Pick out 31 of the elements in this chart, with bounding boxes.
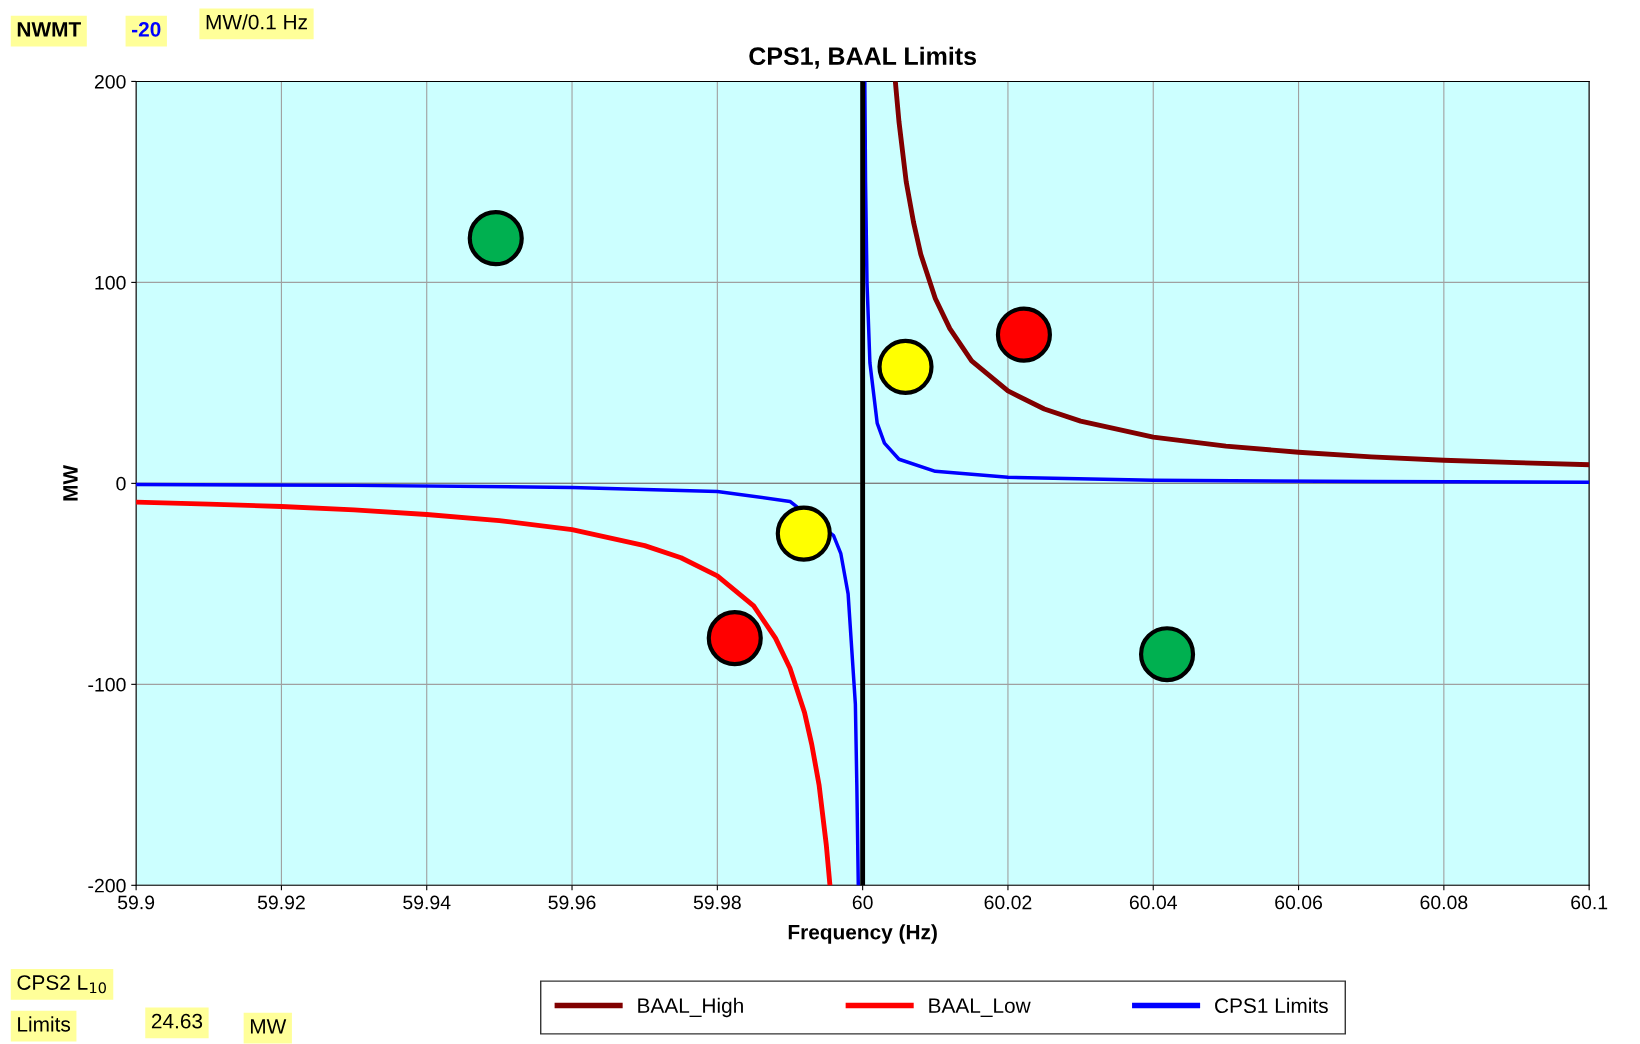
text: 24.63	[151, 1013, 203, 1029]
legend-label: CPS1 Limits	[1215, 997, 1328, 1014]
text: Limits	[18, 1016, 71, 1032]
x-tick-label: 59.94	[403, 895, 451, 910]
x-axis-title: Frequency (Hz)	[788, 924, 937, 944]
chart-title: CPS1, BAAL Limits	[749, 46, 976, 69]
text: MW	[250, 1019, 287, 1034]
x-tick-label: 59.9	[117, 895, 155, 910]
y-tick-label: 200	[94, 74, 126, 89]
y-tick-label: 0	[116, 476, 126, 491]
x-tick-label: 60.08	[1420, 895, 1468, 910]
x-tick-label: 59.92	[257, 895, 305, 910]
x-tick-label: 60.06	[1275, 895, 1323, 910]
line-series	[136, 499, 833, 886]
legend-label: BAAL_Low	[929, 998, 1031, 1017]
text: CPS2 L$_{10}$	[17, 975, 106, 994]
x-tick-label: 60.04	[1129, 895, 1178, 910]
y-tick-label: -100	[88, 677, 126, 692]
text: MW/0.1 Hz	[206, 14, 307, 30]
legend-label: BAAL_High	[638, 997, 743, 1018]
x-tick-label: 60	[852, 895, 873, 910]
y-tick-label: -200	[88, 878, 126, 893]
y-tick-label: 100	[95, 275, 126, 290]
line-series	[892, 81, 1590, 468]
y-axis-title: MW	[63, 464, 78, 501]
text: -20	[132, 21, 161, 37]
x-tick-label: 59.96	[548, 895, 596, 910]
x-tick-label: 59.98	[693, 895, 741, 910]
text: NWMT	[17, 22, 81, 37]
x-tick-label: 60.02	[984, 895, 1032, 910]
x-tick-label: 60.1	[1571, 895, 1608, 910]
